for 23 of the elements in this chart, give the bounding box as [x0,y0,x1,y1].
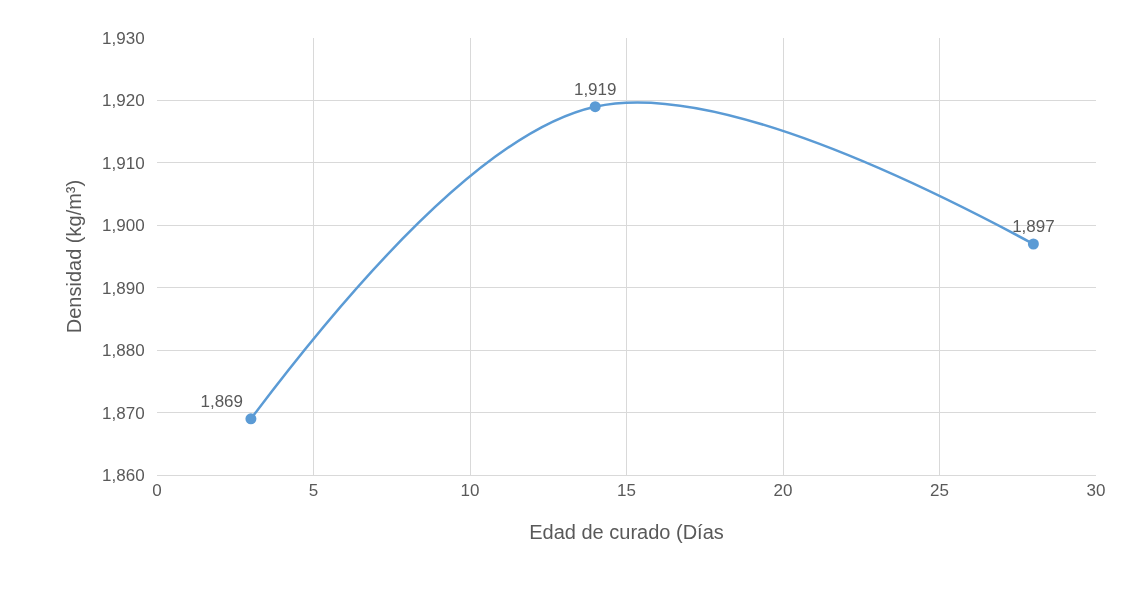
point [245,413,257,425]
point [1027,238,1039,250]
x-tick-label: 20 [773,481,793,501]
point [589,101,601,113]
y-axis-title: Densidad (kg/m³) [62,179,85,334]
y-tick-label: 1,910 [102,153,145,173]
y-tick-label: 1,880 [102,341,145,361]
y-tick-label: 1,900 [102,216,145,236]
y-tick-label: 1,920 [102,91,145,111]
x-tick-label: 15 [617,481,636,501]
y-tick-label: 1,930 [102,28,145,48]
y-tick-label: 1,870 [102,403,145,423]
x-tick-label: 5 [308,481,319,501]
x-axis-title: Edad de curado (Días [529,520,724,543]
y-tick-label: 1,890 [102,278,145,298]
x-tick-label: 30 [1086,481,1106,501]
x-tick-label: 0 [152,481,162,501]
data-label: 1,869 [200,391,244,411]
data-label: 1,919 [573,79,617,99]
data-label: 1,897 [1012,216,1055,236]
x-tick-label: 25 [930,481,949,501]
x-tick-label: 10 [460,481,480,501]
y-tick-label: 1,860 [102,465,145,485]
